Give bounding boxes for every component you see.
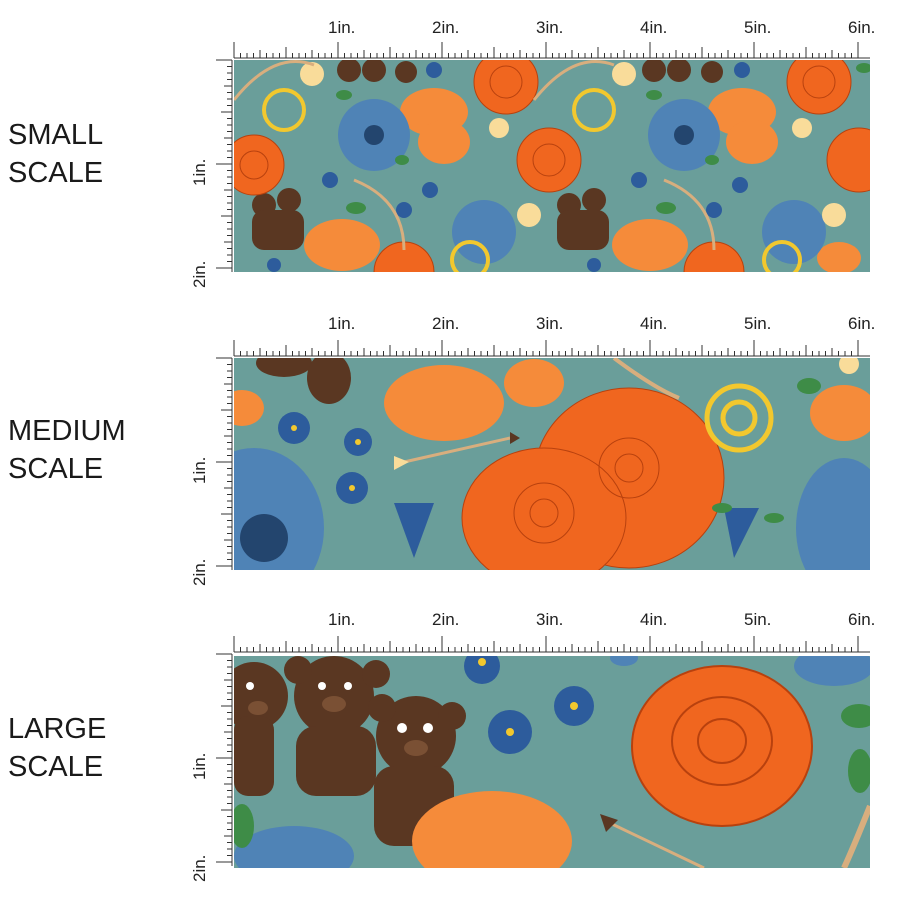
medium-fabric-swatch bbox=[234, 358, 870, 570]
arrow-icon bbox=[600, 814, 705, 868]
small-scale-label-line2: SCALE bbox=[8, 157, 104, 189]
rose-icon bbox=[234, 60, 870, 272]
large-fabric-print bbox=[234, 656, 870, 868]
small-ruler-label-4in: 4in. bbox=[640, 18, 668, 37]
large-scale-label: LARGE SCALE bbox=[8, 710, 106, 786]
medium-side-ruler-ticks bbox=[216, 357, 233, 570]
carnation-icon bbox=[234, 359, 870, 441]
medium-scale-label-line1: MEDIUM bbox=[8, 415, 126, 447]
medium-ruler-label-3in: 3in. bbox=[536, 314, 564, 333]
large-ruler-label-1in: 1in. bbox=[328, 610, 356, 629]
large-scale-label-line1: LARGE bbox=[8, 713, 107, 745]
small-ruler-label-1in: 1in. bbox=[328, 18, 356, 37]
bow-icon bbox=[841, 804, 870, 868]
small-top-ruler: 1in. 2in. 3in. 4in. 5in. 6in. bbox=[232, 18, 875, 44]
medium-ruler-label-2in: 2in. bbox=[432, 314, 460, 333]
large-ruler-label-3in: 3in. bbox=[536, 610, 564, 629]
small-fabric-print bbox=[234, 60, 870, 272]
large-ruler-label-5in: 5in. bbox=[744, 610, 772, 629]
large-ruler-label-4in: 4in. bbox=[640, 610, 668, 629]
bow-icon bbox=[612, 358, 680, 400]
carnation-icon bbox=[304, 88, 861, 272]
medium-ruler-label-6in: 6in. bbox=[848, 314, 876, 333]
daisy-icon bbox=[234, 448, 870, 570]
small-ruler-label-6in: 6in. bbox=[848, 18, 876, 37]
forget-me-not-icon bbox=[278, 412, 759, 558]
medium-top-ruler-ticks bbox=[233, 340, 870, 357]
leaf-icon bbox=[712, 378, 821, 523]
small-ruler-label-3in: 3in. bbox=[536, 18, 564, 37]
daisy-icon bbox=[234, 656, 870, 868]
medium-top-ruler: 1in. 2in. 3in. 4in. 5in. 6in. bbox=[232, 314, 875, 340]
lily-icon bbox=[300, 62, 846, 227]
large-ruler-label-2in: 2in. bbox=[432, 610, 460, 629]
large-ruler-label-6in: 6in. bbox=[848, 610, 876, 629]
large-top-ruler-ticks bbox=[233, 636, 870, 653]
small-scale-label: SMALL SCALE bbox=[8, 116, 103, 192]
medium-scale-label-line2: SCALE bbox=[8, 453, 104, 485]
small-top-ruler-ticks bbox=[233, 42, 870, 59]
leaf-icon bbox=[336, 63, 870, 214]
bear-icon bbox=[252, 60, 723, 250]
medium-ruler-label-4in: 4in. bbox=[640, 314, 668, 333]
medium-side-label-2in: 2in. bbox=[190, 558, 209, 586]
daisy-icon bbox=[338, 99, 826, 264]
large-side-label-1in: 1in. bbox=[190, 752, 209, 780]
lily-icon bbox=[839, 358, 859, 374]
bear-icon bbox=[234, 656, 466, 846]
large-side-ruler-ticks bbox=[216, 653, 233, 866]
small-fabric-swatch bbox=[234, 60, 870, 272]
medium-ruler-label-5in: 5in. bbox=[744, 314, 772, 333]
small-scale-label-line1: SMALL bbox=[8, 119, 104, 151]
small-side-label-1in: 1in. bbox=[190, 158, 209, 186]
celtic-knot-icon bbox=[704, 383, 774, 453]
leaf-icon bbox=[234, 704, 870, 848]
bow-icon bbox=[234, 60, 716, 251]
celtic-knot-icon bbox=[262, 88, 802, 272]
small-side-ruler-ticks bbox=[216, 59, 233, 272]
large-scale-label-line2: SCALE bbox=[8, 751, 104, 783]
carnation-icon bbox=[412, 791, 572, 868]
medium-side-label-1in: 1in. bbox=[190, 456, 209, 484]
medium-ruler-label-1in: 1in. bbox=[328, 314, 356, 333]
rose-icon bbox=[631, 665, 813, 827]
medium-scale-label: MEDIUM SCALE bbox=[8, 412, 126, 488]
small-ruler-label-2in: 2in. bbox=[432, 18, 460, 37]
rose-icon bbox=[461, 387, 725, 570]
small-ruler-label-5in: 5in. bbox=[744, 18, 772, 37]
small-side-label-2in: 2in. bbox=[190, 260, 209, 288]
forget-me-not-icon bbox=[267, 62, 750, 272]
bear-icon bbox=[256, 358, 351, 404]
arrow-icon bbox=[394, 432, 520, 470]
large-top-ruler: 1in. 2in. 3in. 4in. 5in. 6in. bbox=[232, 610, 875, 636]
forget-me-not-icon bbox=[464, 656, 594, 754]
large-side-label-2in: 2in. bbox=[190, 854, 209, 882]
medium-fabric-print bbox=[234, 358, 870, 570]
large-fabric-swatch bbox=[234, 656, 870, 868]
